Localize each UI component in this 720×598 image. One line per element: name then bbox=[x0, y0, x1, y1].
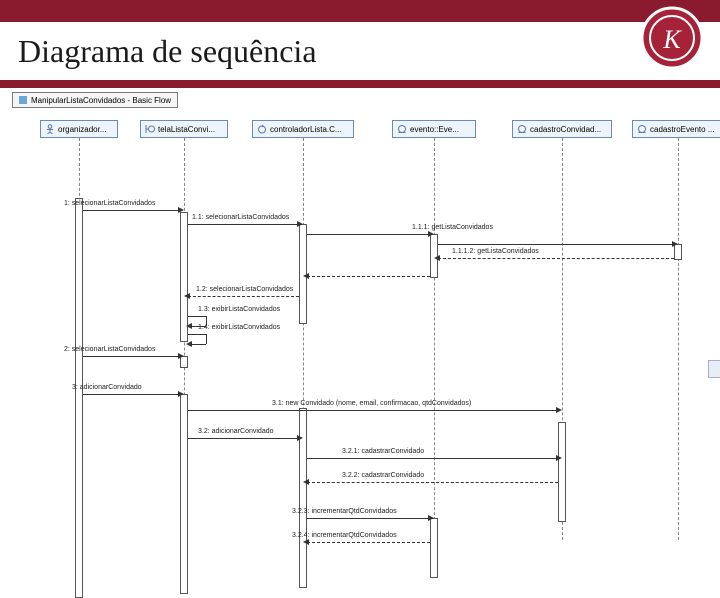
arrowhead-icon bbox=[672, 241, 678, 247]
frame-tab: ManipularListaConvidados - Basic Flow bbox=[12, 92, 178, 108]
title-band: Diagrama de sequência bbox=[0, 22, 720, 80]
message-label: 3.1: new Convidado (nome, email, confirm… bbox=[272, 400, 471, 407]
message-line bbox=[307, 234, 430, 235]
participant-evento[interactable]: evento::Eve... bbox=[392, 120, 476, 138]
participant-label: organizador... bbox=[58, 125, 106, 134]
message-line bbox=[307, 482, 558, 483]
arrowhead-icon bbox=[178, 207, 184, 213]
message-line bbox=[438, 244, 674, 245]
message-label: 3.2.2: cadastrarConvidado bbox=[342, 472, 424, 479]
message-label: 2: selecionarListaConvidados bbox=[64, 346, 155, 353]
frame-label: ManipularListaConvidados - Basic Flow bbox=[31, 96, 171, 105]
message-line bbox=[188, 438, 299, 439]
message-line bbox=[307, 542, 430, 543]
participant-actor[interactable]: organizador... bbox=[40, 120, 118, 138]
message-line bbox=[83, 394, 180, 395]
message-label: 3: adicionarConvidado bbox=[72, 384, 142, 391]
participant-label: controladorLista.C... bbox=[270, 125, 342, 134]
arrowhead-icon bbox=[428, 515, 434, 521]
frame-icon bbox=[19, 96, 27, 104]
message-label: 1.2: selecionarListaConvidados bbox=[196, 286, 293, 293]
arrowhead-icon bbox=[178, 391, 184, 397]
participant-label: cadastroEvento ... bbox=[650, 125, 714, 134]
message-label: 1.1: selecionarListaConvidados bbox=[192, 214, 289, 221]
message-label: 1.1.1: getListaConvidados bbox=[412, 224, 493, 231]
logo: K bbox=[640, 6, 704, 70]
message-label: 1.4: exibirListaConvidados bbox=[198, 324, 280, 331]
arrowhead-icon bbox=[434, 255, 440, 261]
message-label: 1.1.1.2: getListaConvidados bbox=[452, 248, 539, 255]
message-line bbox=[188, 296, 299, 297]
arrowhead-icon bbox=[556, 455, 562, 461]
sequence-diagram: ManipularListaConvidados - Basic Flow or… bbox=[12, 92, 708, 540]
message-line bbox=[307, 458, 558, 459]
arrowhead-icon bbox=[297, 435, 303, 441]
arrowhead-icon bbox=[556, 407, 562, 413]
arrowhead-icon bbox=[303, 273, 309, 279]
activation bbox=[75, 198, 83, 598]
actor-icon bbox=[45, 124, 55, 134]
message-label: 3.2: adicionarConvidado bbox=[198, 428, 274, 435]
participant-tela[interactable]: telaListaConvi... bbox=[140, 120, 228, 138]
svg-text:K: K bbox=[662, 25, 682, 54]
entity-icon bbox=[397, 124, 407, 134]
sub-band bbox=[0, 80, 720, 88]
message-line bbox=[188, 224, 299, 225]
message-line bbox=[307, 276, 430, 277]
participant-cadEv[interactable]: cadastroEvento ... bbox=[632, 120, 720, 138]
entity-icon bbox=[637, 124, 647, 134]
message-label: 1: selecionarListaConvidados bbox=[64, 200, 155, 207]
message-line bbox=[438, 258, 674, 259]
message-line bbox=[307, 518, 430, 519]
participant-label: telaListaConvi... bbox=[158, 125, 215, 134]
activation bbox=[558, 422, 566, 522]
page-title: Diagrama de sequência bbox=[18, 33, 317, 70]
arrowhead-icon bbox=[184, 293, 190, 299]
message-label: 3.2.3: incrementarQtdConvidados bbox=[292, 508, 397, 515]
entity-icon bbox=[517, 124, 527, 134]
message-label: 3.2.4: incrementarQtdConvidados bbox=[292, 532, 397, 539]
arrowhead-icon bbox=[178, 353, 184, 359]
message-line bbox=[83, 356, 180, 357]
activation bbox=[430, 518, 438, 578]
message-line bbox=[188, 410, 558, 411]
lifeline-evento bbox=[434, 138, 435, 540]
arrowhead-icon bbox=[297, 221, 303, 227]
participant-cadConv[interactable]: cadastroConvidad... bbox=[512, 120, 612, 138]
lifeline-cadEv bbox=[678, 138, 679, 540]
message-label: 3.2.1: cadastrarConvidado bbox=[342, 448, 424, 455]
participant-label: cadastroConvidad... bbox=[530, 125, 601, 134]
participant-label: evento::Eve... bbox=[410, 125, 459, 134]
arrowhead-icon bbox=[428, 231, 434, 237]
participant-ctrl[interactable]: controladorLista.C... bbox=[252, 120, 354, 138]
arrowhead-icon bbox=[303, 479, 309, 485]
side-tab[interactable] bbox=[708, 360, 720, 378]
activation bbox=[180, 394, 188, 594]
message-line bbox=[83, 210, 180, 211]
message-label: 1.3: exibirListaConvidados bbox=[198, 306, 280, 313]
control-icon bbox=[257, 124, 267, 134]
boundary-icon bbox=[145, 124, 155, 134]
header-band bbox=[0, 0, 720, 22]
